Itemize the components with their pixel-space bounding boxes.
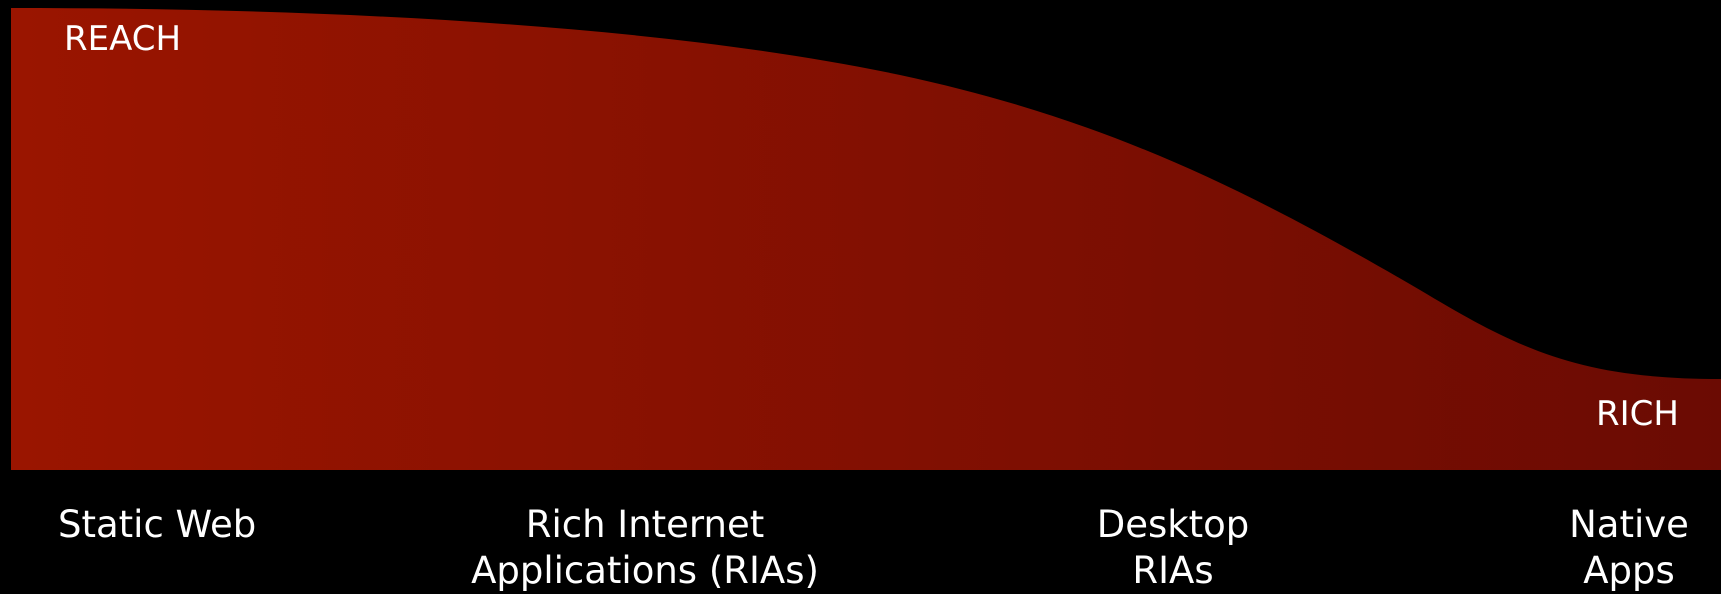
stage-desktop-rias-line-1: Desktop xyxy=(1096,503,1250,546)
stage-native-apps-line-2: Apps xyxy=(1583,549,1675,592)
stage-rich-internet-applications-line-1: Rich Internet xyxy=(525,503,765,546)
stage-rich-internet-applications-line-2: Applications (RIAs) xyxy=(471,549,819,592)
reach-label: REACH xyxy=(64,19,182,59)
stage-static-web-line-1: Static Web xyxy=(58,503,257,546)
stage-static-web: Static Web xyxy=(58,502,256,548)
reach-area xyxy=(11,8,1721,470)
rich-label: RICH xyxy=(1596,394,1679,434)
stage-desktop-rias-line-2: RIAs xyxy=(1132,549,1214,592)
stage-rich-internet-applications: Rich Internet Applications (RIAs) xyxy=(471,502,819,594)
stage-native-apps-line-1: Native xyxy=(1569,503,1689,546)
stage-native-apps: Native Apps xyxy=(1569,502,1689,594)
stage-desktop-rias: Desktop RIAs xyxy=(1097,502,1250,594)
